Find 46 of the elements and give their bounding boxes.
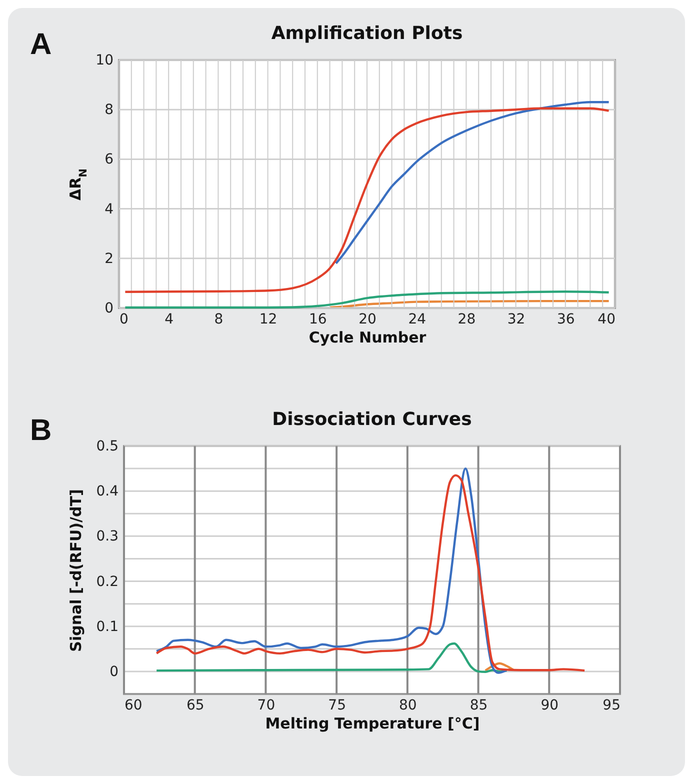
line-series (124, 107, 610, 293)
x-tick-label: 8 (214, 312, 224, 328)
x-tick-label: 65 (186, 698, 204, 714)
x-tick-label: 70 (257, 698, 276, 714)
text: A (30, 28, 52, 62)
x-tick-label: 24 (408, 312, 426, 328)
y-tick-label: 10 (96, 52, 114, 68)
chart-title: Dissociation Curves (272, 409, 472, 430)
x-tick-label: 28 (458, 312, 476, 328)
line-series (484, 662, 515, 672)
y-tick-label: 0 (110, 664, 118, 680)
line-series (155, 474, 586, 672)
x-tick-label: 95 (602, 698, 620, 714)
x-tick-label: 85 (470, 698, 488, 714)
line-series (124, 290, 610, 309)
line-series (328, 300, 610, 309)
y-tick-label: 0 (104, 300, 114, 316)
y-axis-title: Signal [-d(RFU)/dT] (67, 489, 86, 652)
x-tick-label: 36 (556, 312, 575, 328)
y-tick-label: 0.4 (96, 484, 119, 500)
chart-title: Amplification Plots (271, 23, 463, 44)
x-tick-label: 4 (164, 312, 174, 328)
y-tick-label: 8 (104, 102, 114, 118)
line-series (155, 642, 508, 674)
x-tick-label: 60 (124, 698, 142, 714)
x-axis-title: Melting Temperature [°C] (265, 714, 480, 732)
x-tick-label: 16 (308, 312, 327, 328)
x-tick-label: 80 (399, 698, 417, 714)
x-tick-label: 90 (540, 698, 559, 714)
y-tick-label: 0.1 (96, 618, 118, 635)
x-tick-label: 0 (120, 312, 128, 328)
x-tick-label: 32 (507, 312, 526, 328)
x-tick-label: 40 (598, 312, 616, 328)
y-tick-label: 4 (104, 201, 114, 218)
y-tick-label: 6 (104, 152, 114, 168)
y-tick-label: 0.3 (96, 528, 118, 545)
line-series (334, 101, 610, 264)
text: B (30, 414, 52, 448)
x-axis-title: Cycle Number (308, 328, 427, 346)
x-tick-label: 75 (328, 698, 346, 714)
x-tick-label: 12 (259, 312, 278, 328)
line-series (155, 467, 508, 674)
y-tick-label: 0.5 (96, 438, 118, 454)
x-tick-label: 20 (358, 312, 376, 328)
y-tick-label: 2 (104, 250, 114, 267)
y-tick-label: 0.2 (96, 574, 118, 590)
